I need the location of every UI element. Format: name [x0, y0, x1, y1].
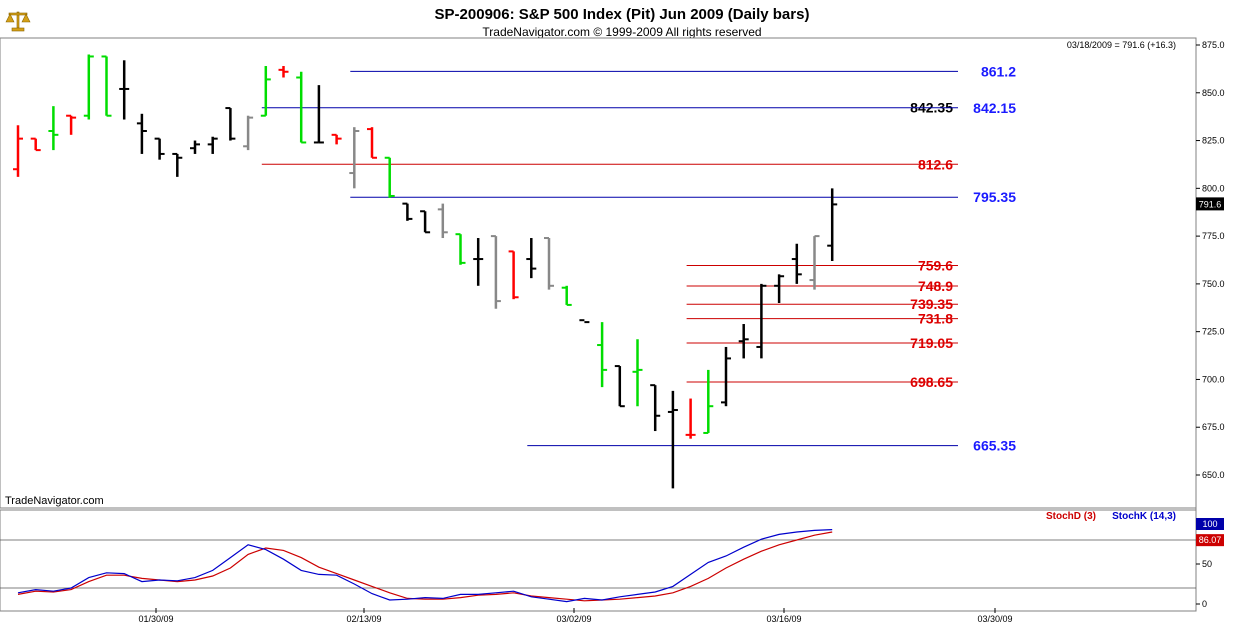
level-label: 665.35: [973, 438, 1016, 454]
date-axis: 01/30/09 02/13/09 03/02/09 03/16/09 03/30/09: [138, 608, 1013, 624]
level-label: 842.15: [973, 100, 1016, 116]
chart-title: SP-200906: S&P 500 Index (Pit) Jun 2009 …: [435, 6, 810, 23]
ohlc-bar: [420, 210, 431, 234]
stoch-tick-label: 0: [1202, 599, 1207, 609]
price-tick-label: 675.0: [1202, 422, 1225, 432]
ohlc-bars: [13, 54, 838, 489]
price-tick-label: 650.0: [1202, 470, 1225, 480]
ohlc-bar: [48, 106, 59, 151]
ohlc-bar: [756, 283, 767, 359]
level-label: 748.9: [918, 278, 953, 294]
ohlc-bar: [30, 137, 41, 152]
ohlc-bar: [13, 125, 23, 177]
price-tick-label: 800.0: [1202, 183, 1225, 193]
date-tick-label: 02/13/09: [346, 614, 381, 624]
ohlc-bar: [154, 137, 165, 160]
ohlc-bar: [66, 114, 77, 135]
ohlc-bar: [331, 133, 342, 145]
ohlc-bar: [119, 60, 130, 120]
stoch-k-title: StochK (14,3): [1112, 511, 1176, 522]
stoch-d-last-label: 86.07: [1199, 535, 1222, 545]
ohlc-bar: [402, 202, 413, 221]
stochastic-lines: [17, 529, 833, 603]
ohlc-bar: [703, 369, 714, 434]
ohlc-bar: [667, 390, 678, 489]
ohlc-bar: [579, 319, 590, 324]
ohlc-bar: [260, 66, 271, 117]
ohlc-bar: [508, 250, 519, 300]
ohlc-bar: [101, 55, 112, 117]
ohlc-bar: [313, 85, 324, 144]
ohlc-bar: [384, 156, 395, 198]
price-tick-label: 700.0: [1202, 374, 1225, 384]
ohlc-bar: [455, 233, 466, 265]
ohlc-bar: [561, 285, 572, 306]
level-label: 698.65: [910, 374, 953, 390]
ohlc-bar: [685, 398, 696, 439]
level-label: 731.8: [918, 311, 953, 327]
price-tick-label: 725.0: [1202, 327, 1225, 337]
stoch-d-title: StochD (3): [1046, 511, 1096, 522]
ohlc-bar: [721, 346, 731, 407]
price-tick-label: 850.0: [1202, 88, 1225, 98]
ohlc-bar: [243, 115, 254, 151]
level-label: 861.2: [981, 63, 1016, 79]
ohlc-bar: [614, 365, 625, 408]
date-tick-label: 03/16/09: [766, 614, 801, 624]
last-price-box: [1196, 197, 1224, 211]
level-label: 739.35: [910, 296, 953, 312]
date-tick-label: 03/30/09: [977, 614, 1012, 624]
scales-icon: [5, 11, 31, 32]
ohlc-bar: [225, 107, 236, 141]
stoch-d-last-box: [1196, 534, 1224, 547]
ohlc-bar: [632, 339, 643, 407]
stoch-series-line: [17, 529, 833, 603]
ohlc-bar: [827, 188, 838, 261]
ohlc-bar: [526, 238, 537, 279]
level-label: 812.6: [918, 156, 953, 172]
ohlc-bar: [544, 237, 554, 290]
ohlc-bar: [136, 113, 147, 154]
price-tick-label: 825.0: [1202, 136, 1225, 146]
ohlc-bar: [791, 243, 802, 284]
ohlc-bar: [83, 54, 94, 120]
ohlc-bar: [207, 136, 218, 154]
date-tick-label: 03/02/09: [556, 614, 591, 624]
ohlc-bar: [296, 71, 307, 144]
ohlc-bar: [473, 238, 484, 286]
logo: [5, 11, 31, 32]
copyright-text: TradeNavigator.com © 1999-2009 All right…: [482, 25, 761, 39]
price-axis: 875.0 850.0 825.0 800.0 775.0 750.0 725.0 700.0…: [1196, 40, 1225, 480]
ohlc-bar: [367, 127, 377, 159]
stoch-axis: 50 0 100 86.07: [0, 518, 1224, 609]
ohlc-bar: [190, 140, 200, 154]
ohlc-bar: [650, 384, 661, 432]
stoch-k-last-box: [1196, 518, 1224, 530]
ohlc-bar: [738, 324, 749, 359]
quote-readout: 03/18/2009 = 791.6 (+16.3): [1067, 40, 1176, 50]
ohlc-bar: [437, 203, 448, 239]
stoch-k-last-label: 100: [1202, 519, 1217, 529]
ohlc-bar: [809, 235, 820, 290]
watermark: TradeNavigator.com: [5, 495, 104, 507]
stoch-tick-label: 50: [1202, 559, 1212, 569]
ohlc-bar: [278, 66, 289, 78]
price-tick-label: 750.0: [1202, 279, 1225, 289]
date-tick-label: 01/30/09: [138, 614, 173, 624]
price-tick-label: 775.0: [1202, 231, 1225, 241]
ohlc-bar: [172, 152, 183, 177]
level-label: 795.35: [973, 189, 1016, 205]
ohlc-bar: [597, 322, 608, 388]
ohlc-bar: [349, 127, 360, 189]
price-tick-label: 875.0: [1202, 40, 1225, 50]
level-label: 719.05: [910, 335, 953, 351]
last-price-label: 791.6: [1199, 199, 1222, 209]
ohlc-bar: [774, 274, 785, 303]
stoch-series-line: [17, 531, 833, 602]
level-label: 759.6: [918, 258, 953, 274]
ohlc-bar: [490, 235, 501, 309]
